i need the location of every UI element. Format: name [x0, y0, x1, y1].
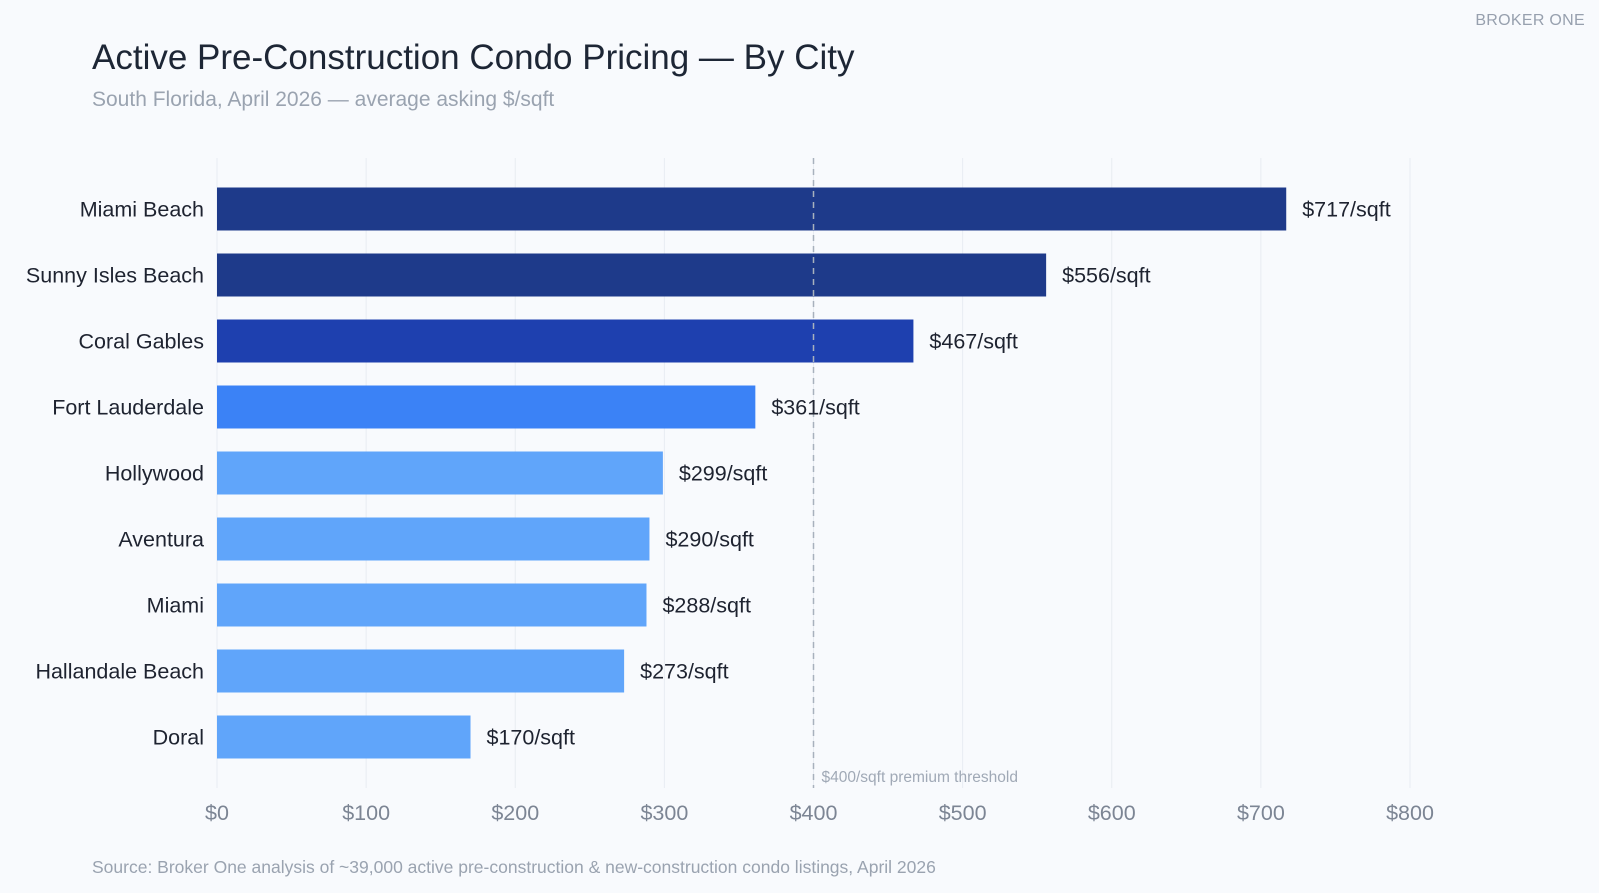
value-labels: $717/sqft $556/sqft $467/sqft $361/sqft $299… [487, 198, 1391, 750]
category-label: Sunny Isles Beach [26, 264, 204, 288]
value-label: $288/sqft [662, 594, 750, 618]
bar [217, 649, 625, 693]
category-label: Miami [147, 594, 204, 618]
value-label: $299/sqft [679, 462, 767, 486]
bar [217, 385, 756, 429]
reference-line-group: $400/sqft premium threshold [812, 158, 1018, 788]
category-label: Miami Beach [80, 198, 204, 222]
value-label: $556/sqft [1062, 264, 1150, 288]
x-tick-label: $800 [1386, 801, 1434, 825]
category-label: Hollywood [105, 462, 204, 486]
category-label: Hallandale Beach [35, 660, 204, 684]
value-label: $717/sqft [1302, 198, 1390, 222]
category-label: Fort Lauderdale [52, 396, 204, 420]
x-tick-label: $400 [790, 801, 838, 825]
x-tick-label: $0 [205, 801, 229, 825]
chart-subtitle: South Florida, April 2026 — average aski… [92, 88, 555, 111]
bar [217, 451, 663, 495]
bar [217, 253, 1047, 297]
bars [217, 187, 1287, 759]
category-label: Aventura [118, 528, 204, 552]
bar [217, 187, 1287, 231]
category-label: Doral [153, 726, 204, 750]
bar [217, 319, 914, 363]
category-label: Coral Gables [79, 330, 204, 354]
bar [217, 517, 650, 561]
brand-logo-text: BROKER ONE [1475, 12, 1585, 29]
x-axis-ticks: $0 $100 $200 $300 $400 $500 $600 $700 $800 [205, 801, 1434, 825]
value-label: $290/sqft [665, 528, 753, 552]
chart-title: Active Pre-Construction Condo Pricing — … [92, 38, 855, 77]
reference-line-label: $400/sqft premium threshold [822, 769, 1018, 786]
value-label: $467/sqft [929, 330, 1017, 354]
x-tick-label: $300 [640, 801, 688, 825]
bar [217, 583, 647, 627]
x-tick-label: $200 [491, 801, 539, 825]
x-tick-label: $100 [342, 801, 390, 825]
source-note: Source: Broker One analysis of ~39,000 a… [92, 857, 936, 877]
value-label: $170/sqft [487, 726, 575, 750]
x-tick-label: $700 [1237, 801, 1285, 825]
value-label: $273/sqft [640, 660, 728, 684]
x-tick-label: $600 [1088, 801, 1136, 825]
bar [217, 715, 471, 759]
category-labels: Miami Beach Sunny Isles Beach Coral Gables… [26, 198, 204, 750]
x-tick-label: $500 [939, 801, 987, 825]
value-label: $361/sqft [771, 396, 859, 420]
